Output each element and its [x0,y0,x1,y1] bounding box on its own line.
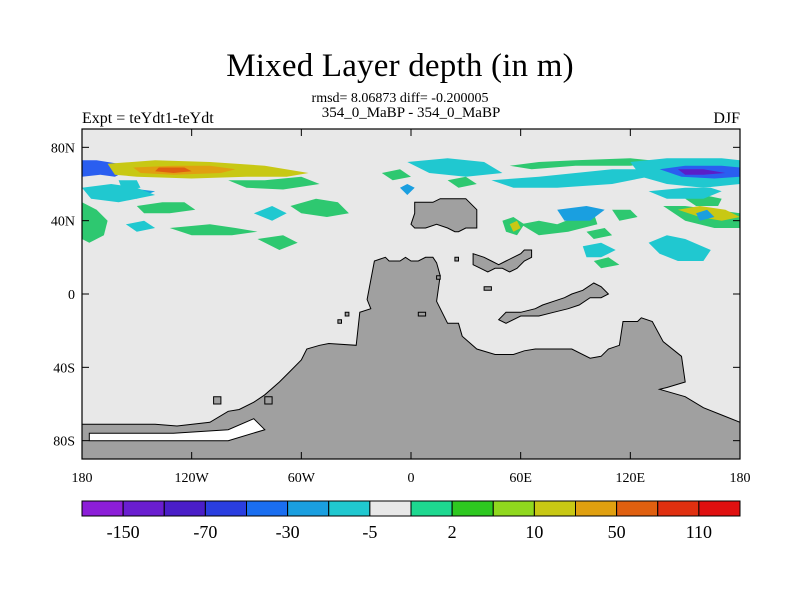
antarctic-channel [88,418,266,442]
land-island-5 [483,286,492,291]
colorbar-swatch-13 [575,500,618,517]
x-tick-label-2: 60W [288,471,316,486]
colorbar-swatch-12 [533,500,576,517]
anomaly-patch-25 [677,169,726,175]
x-tick-label-0: 180 [72,471,93,486]
land-island-2 [337,319,342,324]
land-island-4 [454,256,459,262]
comparison-label: 354_0_MaBP - 354_0_MaBP [321,105,501,121]
anomaly-layer [82,158,740,269]
anomaly-patch-6 [228,176,320,190]
anomaly-patch-5 [155,167,192,173]
anomaly-patch-14 [290,198,349,217]
anomaly-patch-17 [400,184,415,195]
colorbar-swatch-2 [122,500,165,517]
colorbar-swatch-7 [328,500,371,517]
x-tick-label-1: 120W [175,471,210,486]
anomaly-patch-22 [509,158,667,170]
anomaly-patch-16 [257,235,298,250]
anomaly-patch-31 [648,235,711,261]
season-label: DJF [713,110,740,127]
anomaly-patch-33 [557,206,605,221]
y-tick-label-4: 80S [53,435,75,450]
x-tick-label-6: 180 [730,471,751,486]
colorbar-label-7: 50 [608,522,626,542]
colorbar-swatch-9 [410,500,453,517]
anomaly-patch-39 [586,228,613,239]
anomaly-patch-30 [696,209,715,221]
colorbar-label-5: 2 [448,522,457,542]
y-tick-label-3: 40S [53,361,75,376]
colorbar-swatch-4 [204,500,247,517]
colorbar-swatch-3 [163,500,206,517]
anomaly-patch-37 [582,242,616,258]
colorbar-label-3: -30 [276,522,300,542]
anomaly-patch-15 [253,206,287,221]
anomaly-patch-12 [125,220,156,232]
anomaly-patch-19 [381,169,411,181]
x-tick-label-4: 60E [509,471,532,486]
colorbar-swatch-16 [698,500,741,517]
land-south-america-africa-antarctica [82,256,740,459]
experiment-label: Expt = teYdt1-teYdt [82,110,214,127]
colorbar-label-6: 10 [525,522,543,542]
colorbar-swatch-10 [451,500,494,517]
x-tick-label-5: 120E [616,471,646,486]
land-island-7 [264,396,273,405]
land-island-8 [436,275,441,280]
anomaly-patch-28 [648,187,722,199]
y-tick-label-0: 80N [51,141,75,156]
map-axes: 180 120W 60W 0 60E 120E 180 80N 40N 0 40S 80S [51,129,751,486]
colorbar: -150 -70 -30 -5 2 10 50 110 [81,500,741,542]
anomaly-patch-10 [82,202,108,243]
colorbar-swatch-15 [657,500,700,517]
anomaly-patch-34 [612,209,638,221]
colorbar-swatch-6 [287,500,330,517]
y-tick-label-1: 40N [51,215,75,230]
land-island-1 [344,311,350,317]
anomaly-patch-21 [491,169,649,188]
anomaly-patch-11 [136,202,196,214]
land-southeast-asia [497,282,610,324]
colorbar-swatch-14 [616,500,659,517]
colorbar-label-1: -150 [107,522,140,542]
colorbar-swatch-1 [81,500,124,517]
colorbar-swatch-11 [492,500,535,517]
land-layer [82,198,740,459]
colorbar-label-2: -70 [193,522,217,542]
land-island-3 [417,311,427,317]
colorbar-label-8: 110 [686,522,712,542]
anomaly-patch-20 [447,176,477,188]
colorbar-swatch-8 [369,500,412,517]
colorbar-swatch-5 [246,500,289,517]
anomaly-patch-13 [169,224,258,236]
colorbar-label-4: -5 [362,522,377,542]
anomaly-patch-9 [82,184,156,203]
anomaly-patch-36 [509,220,521,232]
land-island-6 [213,396,222,405]
y-tick-label-2: 0 [68,288,75,303]
anomaly-patch-38 [593,257,620,269]
rmsd-subtitle: rmsd= 8.06873 diff= -0.200005 [311,91,489,106]
land-north-africa-arabia [410,198,478,233]
map-title: Mixed Layer depth (in m) [226,48,574,84]
anomaly-patch-18 [407,158,503,177]
x-tick-label-3: 0 [408,471,415,486]
land-arabia-india [472,249,533,273]
